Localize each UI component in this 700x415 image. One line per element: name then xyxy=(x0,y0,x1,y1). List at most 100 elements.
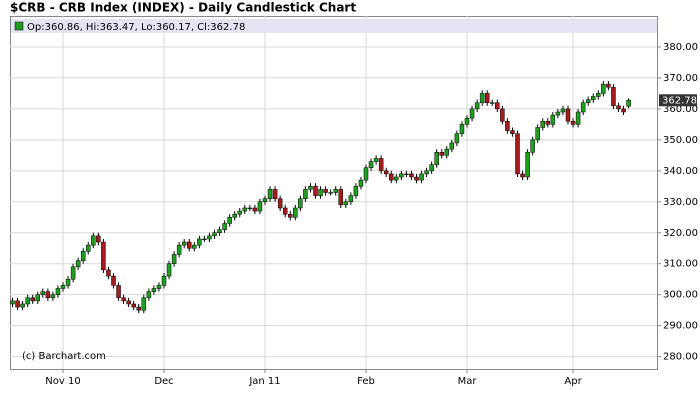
candle-body xyxy=(146,291,152,299)
y-tick-label: 290.00 xyxy=(663,321,698,332)
y-tick-label: 340.00 xyxy=(663,166,698,177)
candle-body xyxy=(308,186,313,190)
candle-body xyxy=(111,275,116,286)
candle-body xyxy=(80,251,86,261)
candle-body xyxy=(35,294,40,302)
candle-body xyxy=(288,213,293,218)
candle-body xyxy=(247,207,253,210)
candle-body xyxy=(166,263,172,277)
candle-body xyxy=(70,266,76,280)
candle-body xyxy=(474,102,480,110)
candle-body xyxy=(267,189,273,199)
candle-body xyxy=(585,99,591,103)
candle-body xyxy=(550,114,556,125)
candle-body xyxy=(60,285,66,289)
candle-body xyxy=(192,244,197,249)
candle-body xyxy=(459,124,465,134)
candle-body xyxy=(484,93,490,103)
candle-body xyxy=(353,186,359,196)
candle-body xyxy=(282,207,288,215)
y-tick-label: 310.00 xyxy=(663,259,698,270)
candle-body xyxy=(591,96,596,100)
candle-body xyxy=(156,285,162,289)
candle-body xyxy=(601,83,606,94)
candle-body xyxy=(606,83,611,88)
y-tick-label: 380.00 xyxy=(663,42,698,53)
candle-body xyxy=(86,244,91,252)
candle-body xyxy=(424,170,429,175)
candle-body xyxy=(232,213,237,218)
candle-body xyxy=(399,173,404,178)
candle-body xyxy=(91,235,96,246)
candle-body xyxy=(515,133,520,175)
candle-body xyxy=(242,207,248,212)
candle-body xyxy=(378,158,384,172)
candle-body xyxy=(373,158,379,162)
candle-body xyxy=(55,288,61,295)
candle-body xyxy=(10,300,15,305)
watermark: (c) Barchart.com xyxy=(22,351,106,362)
candle-body xyxy=(136,306,141,311)
candle-body xyxy=(464,117,470,125)
candle-body xyxy=(560,108,566,113)
candle-body xyxy=(131,303,136,308)
candle-body xyxy=(65,278,71,286)
candle-body xyxy=(439,151,444,156)
candle-body xyxy=(469,108,475,119)
x-tick-label: Dec xyxy=(154,376,173,387)
x-tick-label: Feb xyxy=(357,376,375,387)
candle-body xyxy=(479,93,485,103)
info-text: Op:360.86, Hi:363.47, Lo:360.17, Cl:362.… xyxy=(27,22,245,33)
candle-body xyxy=(141,297,147,311)
candle-body xyxy=(293,207,298,218)
candle-body xyxy=(187,241,192,249)
last-price-label: 362.78 xyxy=(662,95,697,106)
candle-body xyxy=(363,167,369,181)
candle-body xyxy=(404,173,409,175)
candle-body xyxy=(389,173,394,181)
chart-title: $CRB - CRB Index (INDEX) - Daily Candles… xyxy=(10,1,356,15)
candle-body xyxy=(414,176,419,181)
candle-body xyxy=(75,260,81,268)
candle-body xyxy=(419,173,424,181)
candle-body xyxy=(520,173,525,178)
candle-body xyxy=(328,192,333,194)
candle-body xyxy=(202,238,207,240)
candle-body xyxy=(313,186,318,196)
candle-body xyxy=(15,300,20,308)
candle-body xyxy=(181,241,187,246)
candle-body xyxy=(490,102,495,104)
candle-body xyxy=(40,291,46,295)
candle-body xyxy=(252,207,258,212)
candle-body xyxy=(495,102,500,110)
candle-body xyxy=(570,121,576,125)
candle-body xyxy=(444,148,450,156)
candle-body xyxy=(101,241,106,271)
candle-body xyxy=(96,235,101,243)
candle-body xyxy=(121,297,126,302)
candle-body xyxy=(394,176,399,181)
candle-body xyxy=(565,108,571,122)
candle-body xyxy=(272,189,278,199)
x-tick-label: Jan 11 xyxy=(248,376,280,387)
candle-body xyxy=(616,105,621,110)
candle-body xyxy=(409,173,414,178)
candle-body xyxy=(116,285,121,299)
x-tick-label: Apr xyxy=(564,376,582,387)
y-tick-label: 360.00 xyxy=(663,104,698,115)
candle-body xyxy=(383,170,389,175)
candle-body xyxy=(596,93,601,97)
candle-body xyxy=(540,121,545,128)
candle-body xyxy=(525,151,530,178)
candle-body xyxy=(277,198,283,209)
candle-body xyxy=(555,111,561,116)
candle-body xyxy=(318,189,323,196)
candle-body xyxy=(575,111,581,125)
candle-body xyxy=(454,133,460,144)
candle-body xyxy=(45,291,51,299)
candle-body xyxy=(207,235,212,240)
candle-body xyxy=(510,130,515,134)
candle-body xyxy=(222,223,227,230)
